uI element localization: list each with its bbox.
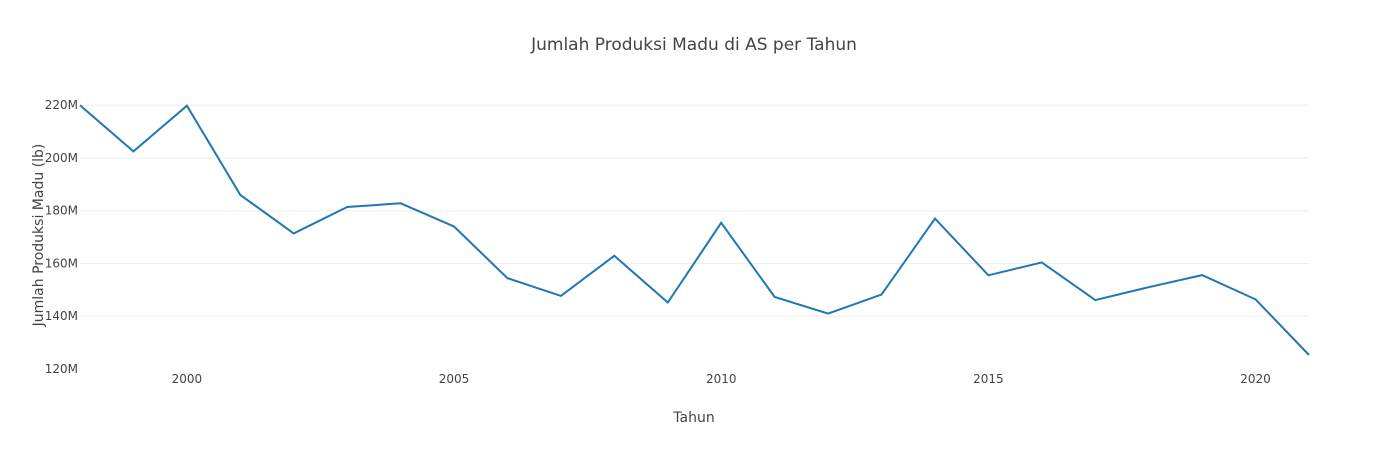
series-line: [79, 104, 1310, 356]
y-tick-label: 220M: [45, 98, 78, 112]
x-tick-label: 2020: [1240, 372, 1271, 386]
y-axis-ticks: 120M 140M 160M 180M 200M 220M: [45, 98, 78, 376]
y-axis-title: Jumlah Produksi Madu (lb): [31, 144, 47, 328]
x-axis-title: Tahun: [672, 410, 714, 426]
x-tick-label: 2010: [706, 372, 737, 386]
chart-title: Jumlah Produksi Madu di AS per Tahun: [530, 35, 857, 55]
y-tick-label: 180M: [45, 204, 78, 218]
y-tick-label: 200M: [45, 151, 78, 165]
x-axis-ticks: 2000 2005 2010 2015 2020: [172, 372, 1271, 386]
x-tick-label: 2005: [439, 372, 470, 386]
x-tick-label: 2000: [172, 372, 203, 386]
y-tick-label: 160M: [45, 256, 78, 270]
y-tick-label: 120M: [45, 362, 78, 376]
y-tick-label: 140M: [45, 309, 78, 323]
grid-lines: [80, 104, 1309, 317]
x-tick-label: 2015: [973, 372, 1004, 386]
